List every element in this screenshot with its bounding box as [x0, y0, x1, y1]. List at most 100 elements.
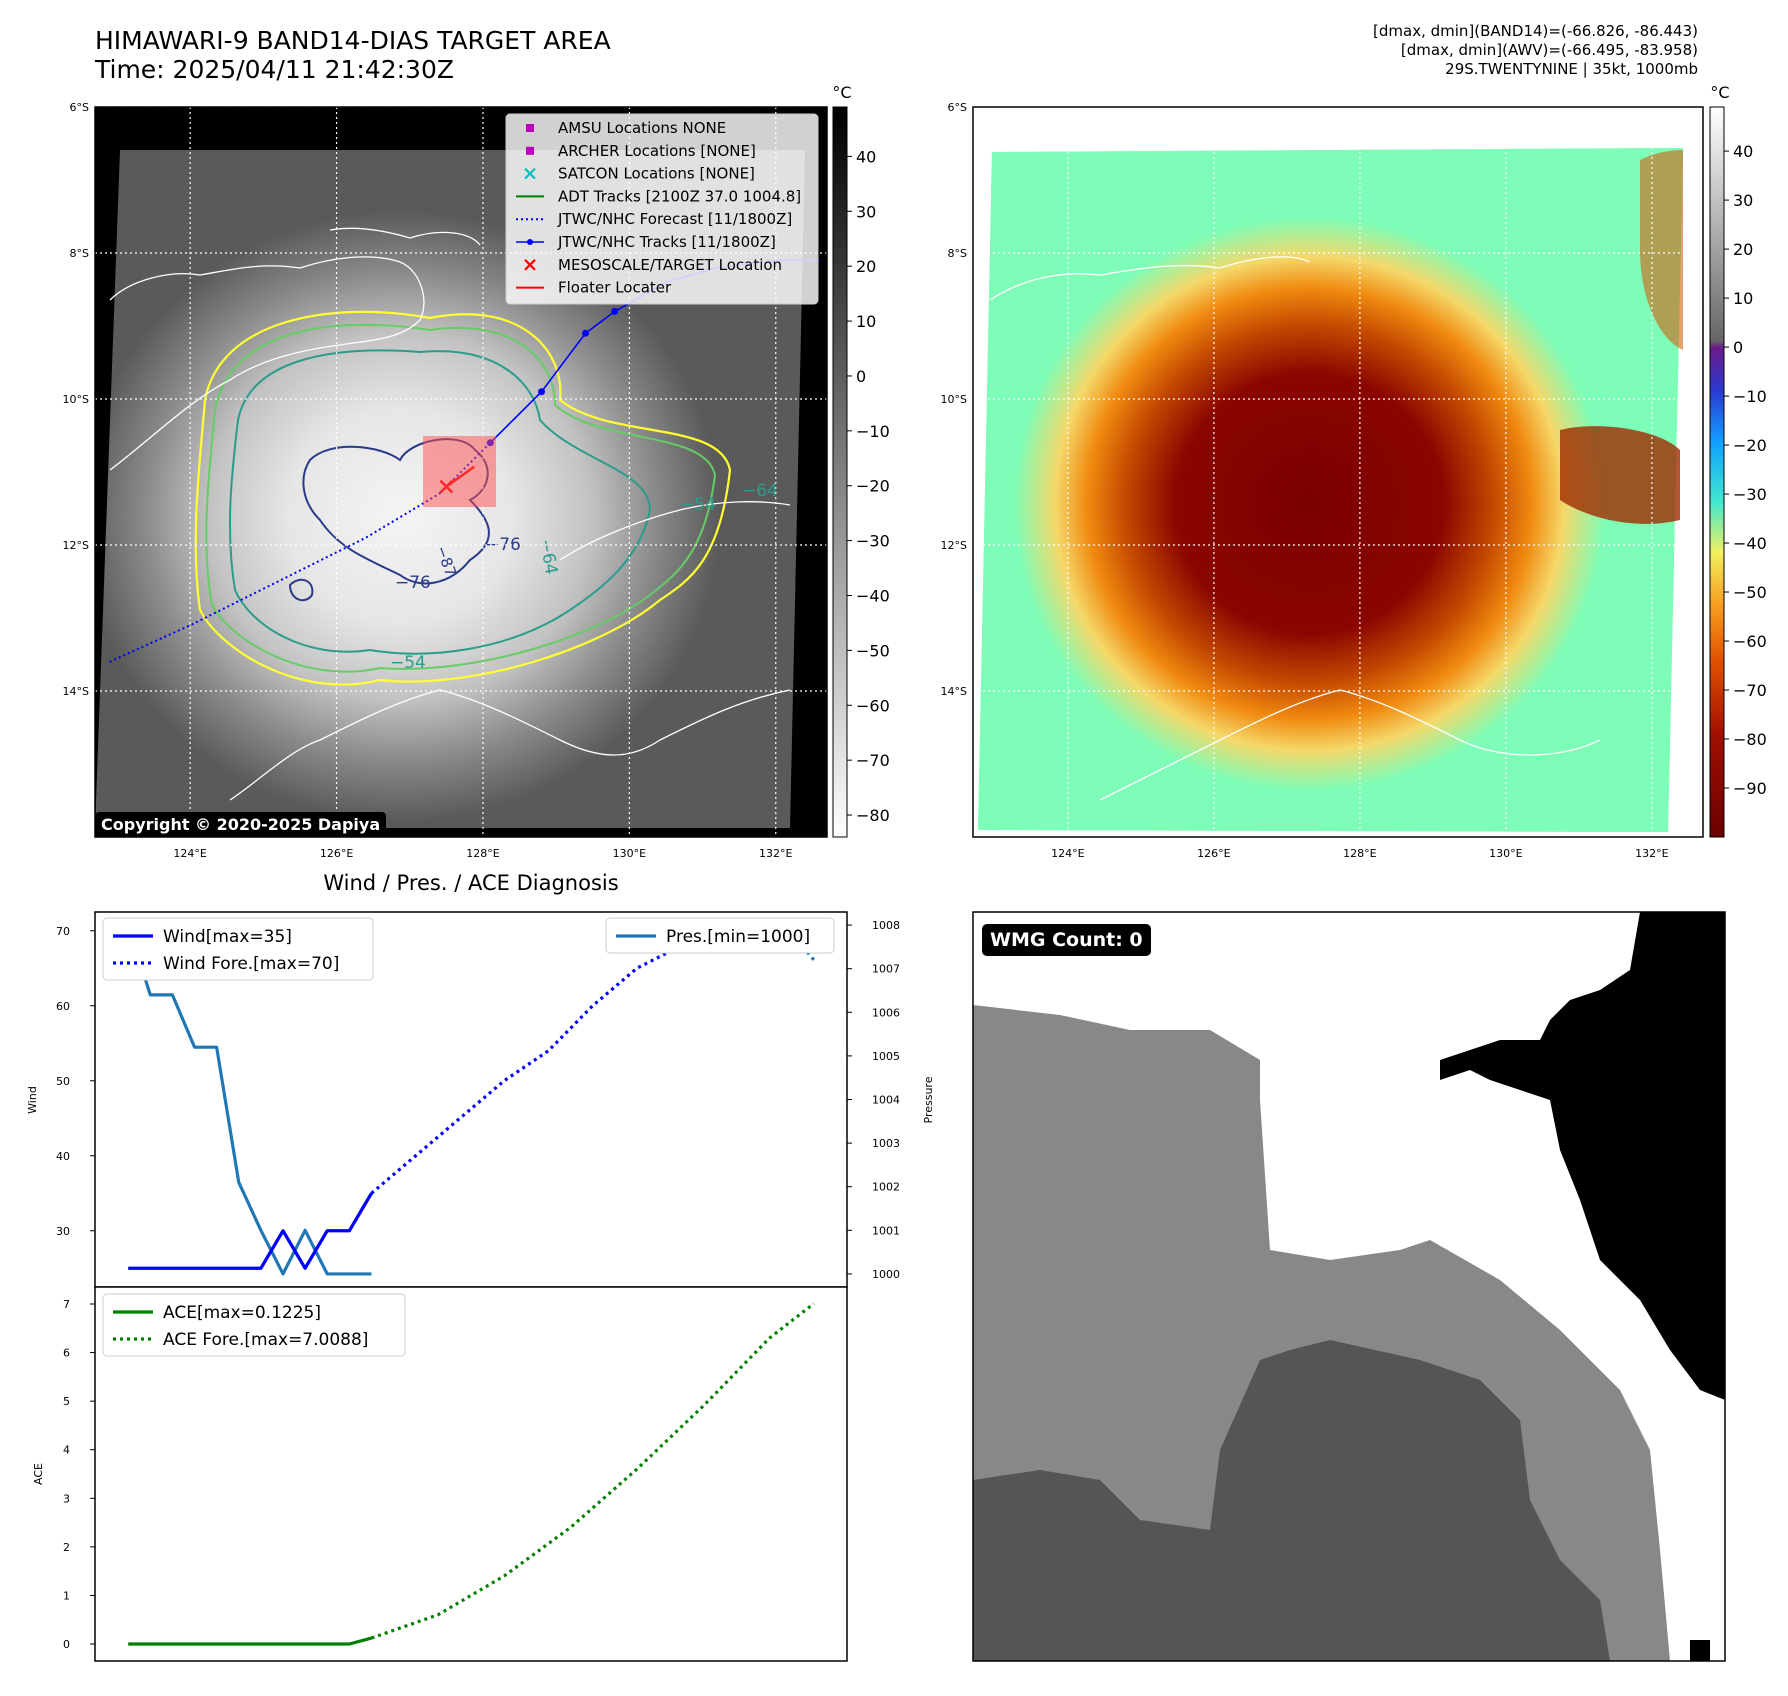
info-block: [dmax, dmin](BAND14)=(-66.826, -86.443) … [1373, 22, 1698, 79]
series-line-observed [128, 1636, 372, 1646]
colorbar-tick-label: −30 [856, 532, 890, 551]
colorbar-tick-label: −90 [1733, 779, 1767, 798]
lat-tick-label: 6°S [948, 101, 967, 114]
lon-tick-label: 124°E [1051, 847, 1084, 860]
coastline-east [559, 501, 791, 561]
ace-y-tick-label: 2 [63, 1541, 70, 1554]
lon-tick-label: 124°E [173, 847, 206, 860]
colorbar-tick-label: 0 [1733, 338, 1743, 357]
legend-entry-label: SATCON Locations [NONE] [558, 165, 755, 183]
title-line-1: HIMAWARI-9 BAND14-DIAS TARGET AREA [95, 26, 611, 55]
info-line-3: 29S.TWENTYNINE | 35kt, 1000mb [1445, 60, 1698, 78]
wind-y-tick-label: 40 [56, 1150, 70, 1163]
lat-tick-label: 8°S [948, 247, 967, 260]
color-colorbar-ramp [1709, 106, 1725, 838]
colorbar-tick-label: −60 [1733, 632, 1767, 651]
ir-map-ticks: 124°E 126°E 128°E 130°E 132°E 6°S 8°S 10°S 12°S 1… [63, 101, 793, 860]
jtwc-track-point [538, 388, 546, 396]
ir-map-panel: −64 −54 −76 −76 −64 −87 −54 [95, 107, 827, 837]
lat-tick-label: 12°S [941, 539, 967, 552]
jtwc-track-point [581, 329, 589, 337]
pressure-y-tick-label: 1004 [872, 1094, 900, 1107]
color-coastline-australia [1099, 689, 1601, 801]
legend-entry-label: Floater Locater [558, 279, 672, 297]
lon-tick-label: 128°E [466, 847, 499, 860]
ace-y-tick-label: 6 [63, 1347, 70, 1360]
contour-teal [228, 349, 652, 655]
colorbar-tick-label: 0 [856, 367, 866, 386]
color-imagery [978, 148, 1683, 832]
figure-title: HIMAWARI-9 BAND14-DIAS TARGET AREA Time:… [95, 26, 611, 84]
colorbar-tick-label: −50 [856, 641, 890, 660]
legend-square-marker [526, 124, 534, 132]
wmg-frame [972, 911, 1726, 1662]
color-colorbar: °C 40 30 20 10 0 −10 −20 −30 −40 −50 −60 −70 −80 −90 [1709, 83, 1767, 838]
colorbar-tick-label: −70 [856, 751, 890, 770]
colorbar-tick-label: −40 [1733, 534, 1767, 553]
legend-entry-label: JTWC/NHC Forecast [11/1800Z] [557, 210, 792, 228]
pressure-y-tick-label: 1007 [872, 963, 900, 976]
lat-tick-label: 14°S [941, 685, 967, 698]
legend-square-marker [526, 146, 534, 155]
wind-y-tick-label: 30 [56, 1225, 70, 1238]
wind-y-tick-label: 70 [56, 925, 70, 938]
pressure-y-tick-label: 1005 [872, 1050, 900, 1063]
colorbar-tick-label: −60 [856, 696, 890, 715]
wind-y-tick-label: 50 [56, 1075, 70, 1088]
contour-navy [302, 438, 490, 585]
colorbar-tick-label: 10 [1733, 289, 1753, 308]
colorbar-tick-label: −80 [1733, 730, 1767, 749]
contour-yellow [194, 310, 732, 686]
lon-tick-label: 126°E [1197, 847, 1230, 860]
plot-legend-label: ACE[max=0.1225] [163, 1303, 321, 1323]
plot-legend-label: Wind[max=35] [163, 927, 292, 947]
colorbar-tick-label: −80 [856, 806, 890, 825]
color-map-panel [973, 107, 1703, 837]
lon-tick-label: 132°E [1635, 847, 1668, 860]
pressure-axis-label: Pressure [922, 1076, 935, 1123]
color-map-frame [972, 106, 1704, 838]
pressure-y-tick-label: 1000 [872, 1268, 900, 1281]
lon-tick-label: 128°E [1343, 847, 1376, 860]
ace-y-tick-label: 3 [63, 1492, 70, 1505]
contour-label: −76 [395, 573, 431, 593]
lon-tick-label: 130°E [613, 847, 646, 860]
pressure-y-tick-label: 1003 [872, 1137, 900, 1150]
ace-panel: 0 1 2 3 4 5 6 7 ACE[max=0.1225] ACE Fore.[max=7.0… [32, 1286, 848, 1662]
legend-entry-label: JTWC/NHC Tracks [11/1800Z] [557, 233, 776, 251]
contour-green [205, 323, 717, 673]
info-line-1: [dmax, dmin](BAND14)=(-66.826, -86.443) [1373, 22, 1698, 40]
colorbar-tick-label: 40 [1733, 142, 1753, 161]
color-imagery-northeast-cells [1640, 150, 1683, 350]
wmg-panel [972, 911, 1726, 1662]
plot-legend-box [605, 917, 835, 954]
plot-legend-label: ACE Fore.[max=7.0088] [163, 1330, 368, 1350]
wind-y-tick-label: 60 [56, 1000, 70, 1013]
contour-label: −54 [390, 653, 426, 673]
jtwc-track-point [611, 307, 619, 315]
colorbar-tick-label: −10 [856, 422, 890, 441]
copyright-badge: Copyright © 2020-2025 Dapiya [95, 812, 387, 837]
wmg-count-badge: WMG Count: 0 [982, 924, 1151, 956]
colorbar-tick-label: −10 [1733, 387, 1767, 406]
lat-tick-label: 8°S [70, 247, 89, 260]
plot-legend-box [102, 1293, 406, 1357]
wmg-region-black [1440, 912, 1725, 1400]
gray-colorbar: °C 40 30 20 10 0 −10 −20 −30 −40 −50 −60 −70 −80 [832, 83, 890, 838]
gray-colorbar-ramp [832, 106, 848, 838]
colorbar-tick-label: 10 [856, 312, 876, 331]
title-line-2: Time: 2025/04/11 21:42:30Z [95, 55, 454, 84]
pressure-y-tick-label: 1002 [872, 1181, 900, 1194]
legend-entry-label: ARCHER Locations [NONE] [558, 142, 756, 160]
lat-tick-label: 10°S [941, 393, 967, 406]
series-line-forecast [370, 1302, 815, 1640]
ace-y-tick-label: 4 [63, 1444, 70, 1457]
colorbar-tick-label: 20 [856, 257, 876, 276]
contour-navy-small [288, 578, 314, 602]
forecast-track-line [109, 442, 491, 663]
ace-y-tick-label: 7 [63, 1298, 70, 1311]
colorbar-tick-label: 40 [856, 147, 876, 166]
lat-tick-label: 10°S [63, 393, 89, 406]
plot-legend-box [102, 917, 374, 981]
legend-x-marker [524, 167, 536, 180]
